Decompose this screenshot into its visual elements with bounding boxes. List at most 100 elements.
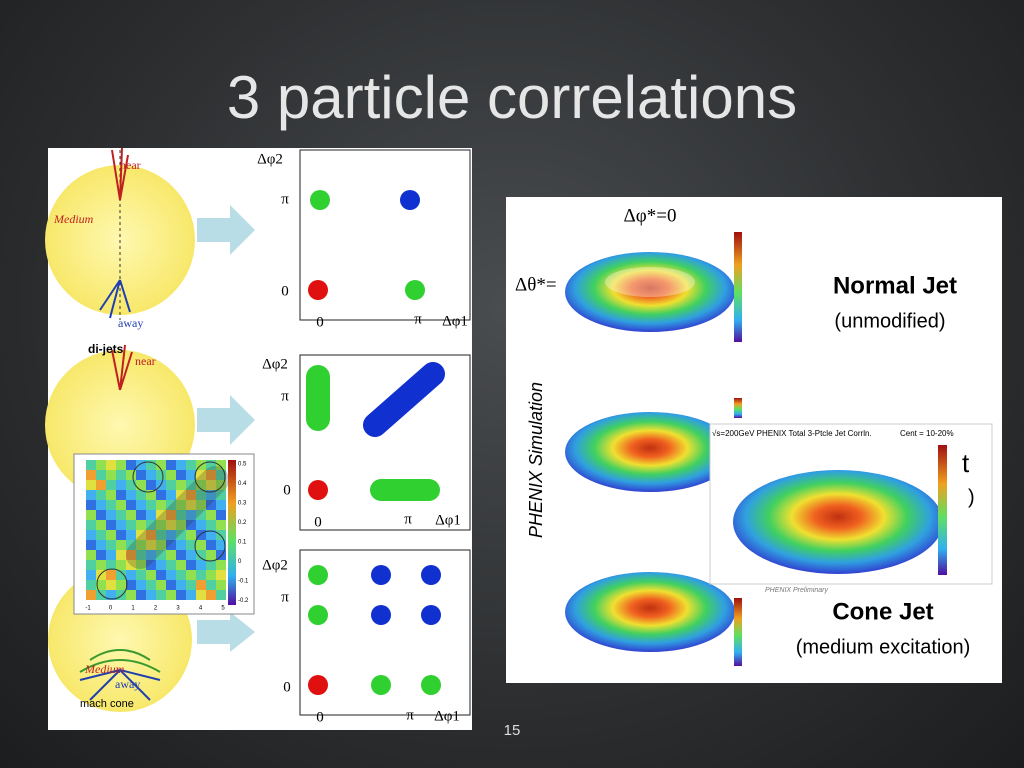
heat-ring	[96, 568, 128, 600]
heat-cell	[96, 510, 106, 520]
heat-cell	[156, 470, 166, 480]
x-tick-label: π	[404, 511, 412, 527]
colorbar-tick-label: 0.2	[238, 520, 247, 526]
away-jet	[99, 279, 131, 319]
plot-frame	[299, 354, 471, 531]
mach-cone-label: mach cone	[80, 698, 134, 710]
y-axis-label: Δφ2	[262, 356, 288, 372]
heat-cell	[156, 510, 166, 520]
dot	[421, 675, 441, 695]
heat-cell	[196, 510, 206, 520]
heat-cell	[206, 540, 216, 550]
heat-cell	[126, 460, 136, 470]
heat-cell	[146, 500, 156, 510]
heat-cell	[186, 480, 196, 490]
medium-label: Medium	[53, 212, 94, 226]
heat-cell	[216, 480, 226, 490]
heat-cell	[196, 470, 206, 480]
heat-cell	[146, 550, 156, 560]
heat-cell	[186, 520, 196, 530]
dot	[371, 605, 391, 625]
heat-cell	[126, 530, 136, 540]
dot	[308, 280, 328, 300]
heat-cell	[176, 470, 186, 480]
heat-cell	[216, 530, 226, 540]
heat-cell	[146, 590, 156, 600]
y-tick-label: 0	[281, 283, 289, 299]
heat-cell	[106, 500, 116, 510]
heat-cell	[176, 520, 186, 530]
heat-cell	[106, 560, 116, 570]
colorbar-tick-label: -0.2	[238, 598, 249, 604]
heat-cell	[116, 590, 126, 600]
x-tick-label: π	[406, 707, 414, 723]
heat-cell	[126, 500, 136, 510]
heat-cell	[86, 470, 96, 480]
heat-cell	[196, 540, 206, 550]
x-tick-label: 0	[109, 606, 113, 612]
heat-cell	[96, 460, 106, 470]
colorbar	[938, 445, 947, 575]
heat-cell	[206, 570, 216, 580]
heat-cell	[186, 560, 196, 570]
dot	[308, 605, 328, 625]
heat-cell	[146, 490, 156, 500]
heat-cell	[136, 510, 146, 520]
dot	[405, 280, 425, 300]
heat-cell	[156, 570, 166, 580]
heat-cell	[136, 480, 146, 490]
heat-cell	[206, 490, 216, 500]
away-jet	[79, 669, 161, 701]
y-tick-label: 0	[283, 482, 291, 498]
y-tick-label: π	[281, 388, 289, 404]
slide-title: 3 particle correlations	[227, 64, 797, 131]
heat-cell	[96, 520, 106, 530]
heat-cell	[136, 500, 146, 510]
heat-cell	[166, 480, 176, 490]
colorbar	[734, 598, 742, 666]
heat-cell	[176, 550, 186, 560]
heat-cell	[116, 490, 126, 500]
heat-cell	[106, 520, 116, 530]
heat-cell	[176, 570, 186, 580]
heat-cell	[96, 560, 106, 570]
heat-cell	[196, 580, 206, 590]
colorbar	[734, 232, 742, 342]
heat-cell	[86, 490, 96, 500]
x-tick-label: 1	[131, 606, 135, 612]
heat-cell	[116, 470, 126, 480]
heat-cell	[216, 560, 226, 570]
hidden-text: t	[962, 448, 970, 478]
heat-cell	[136, 580, 146, 590]
heat-cell	[156, 550, 166, 560]
page-number: 15	[504, 722, 521, 739]
heat-cell	[176, 540, 186, 550]
heat-cell	[186, 500, 196, 510]
heat-cell	[126, 560, 136, 570]
heat-cell	[186, 570, 196, 580]
heat-cell	[146, 470, 156, 480]
heat-cell	[96, 490, 106, 500]
heat-cell	[166, 590, 176, 600]
heat-cell	[206, 480, 216, 490]
heat-cell	[166, 470, 176, 480]
arrow	[197, 612, 255, 652]
heat-cell	[106, 550, 116, 560]
heat-cell	[176, 560, 186, 570]
x-tick-label: 0	[316, 709, 324, 725]
heat-cell	[136, 540, 146, 550]
heat-cell	[156, 520, 166, 530]
near-jet	[111, 147, 129, 201]
near-label: near	[120, 158, 141, 172]
heat-cell	[206, 510, 216, 520]
heat-cell	[86, 580, 96, 590]
heat-cell	[186, 460, 196, 470]
heat-cell	[156, 500, 166, 510]
theta-label: Δθ*=	[515, 274, 557, 295]
near-jet	[111, 344, 133, 391]
dot-grid	[308, 565, 441, 695]
heat-cell	[176, 500, 186, 510]
heat-cell	[196, 550, 206, 560]
heat-cell	[116, 500, 126, 510]
